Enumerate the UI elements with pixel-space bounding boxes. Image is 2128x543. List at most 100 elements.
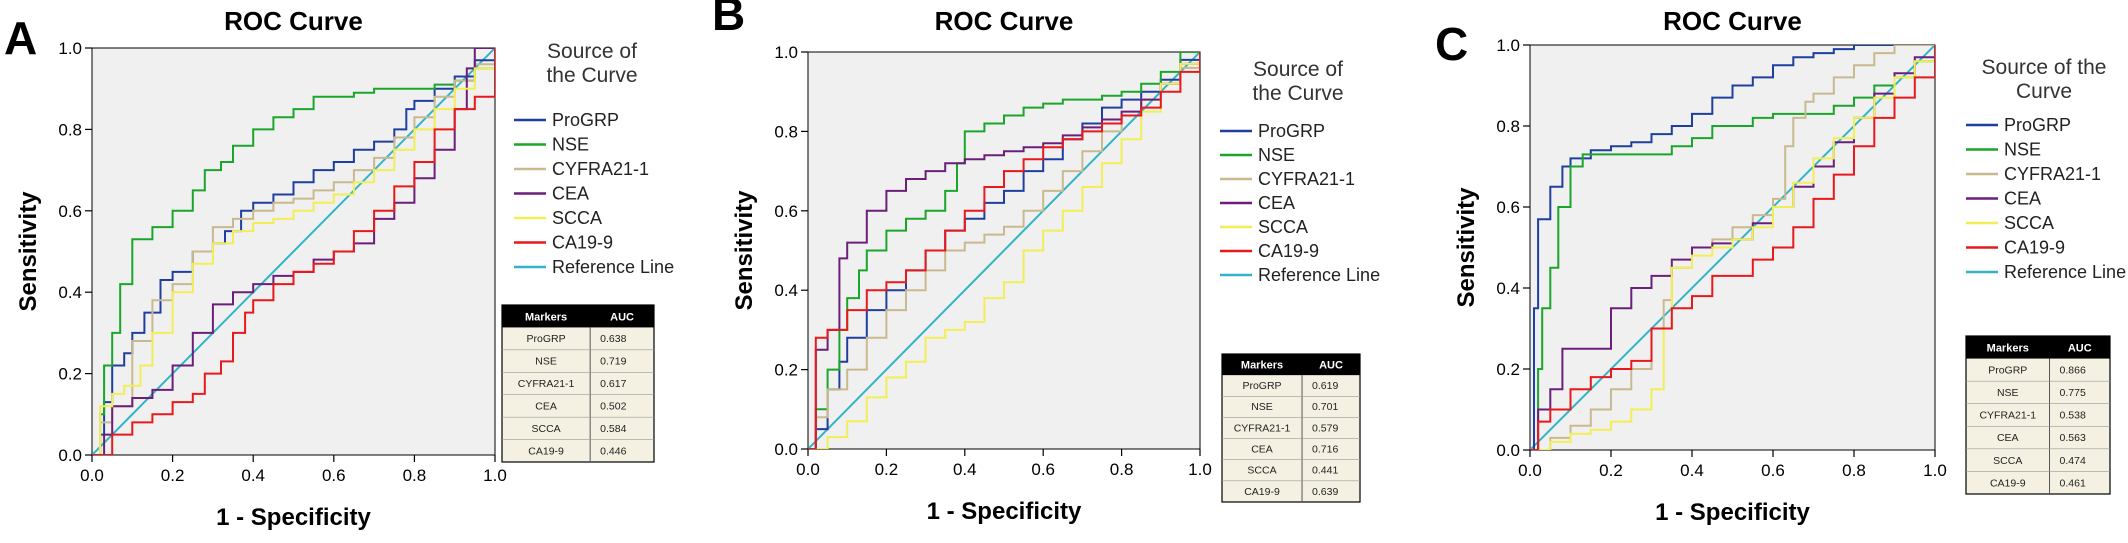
x-axis-label: 1 - Specificity <box>927 498 1082 525</box>
legend-label: ProGRP <box>1258 121 1325 141</box>
auc-table: Markers AUC ProGRP 0.638 NSE 0.719 CYFRA21-1 0.… <box>501 304 655 463</box>
y-axis-label: Sensitivity <box>15 191 42 312</box>
auc-table-header <box>1966 336 2110 359</box>
y-tick-label: 0.0 <box>1496 441 1520 460</box>
y-tick-label: 0.8 <box>1496 117 1520 136</box>
legend-label: CA19-9 <box>2004 238 2065 258</box>
auc-marker-name: CEA <box>1251 444 1273 456</box>
chart-title: ROC Curve <box>1663 6 1802 36</box>
legend-title: Source of <box>547 40 637 63</box>
roc-curve-progrp <box>92 48 495 455</box>
auc-table-frame <box>1965 335 2111 495</box>
y-tick-label: 0.2 <box>774 361 798 380</box>
y-tick-label: 0.4 <box>774 281 798 300</box>
legend-label: SCCA <box>2004 213 2054 233</box>
legend-label: CYFRA21-1 <box>2004 164 2101 184</box>
auc-marker-name: ProGRP <box>527 333 566 345</box>
panel-letter: B <box>712 0 745 40</box>
roc-panel-a: A ROC Curve 0.0 0.2 0.4 0.6 0.8 1.0 0.0 0.2 0.4 0.6… <box>4 6 674 531</box>
auc-header-markers: Markers <box>1987 342 2029 354</box>
y-tick-label: 0.4 <box>58 283 82 302</box>
auc-table-header <box>1222 354 1360 376</box>
auc-value: 0.474 <box>2060 455 2086 467</box>
legend-label: SCCA <box>1258 217 1308 237</box>
legend-title: the Curve <box>546 64 637 87</box>
legend-label: Reference Line <box>552 257 674 277</box>
auc-value: 0.538 <box>2060 410 2086 422</box>
chart-title: ROC Curve <box>224 6 363 36</box>
y-tick-label: 0.6 <box>1496 198 1520 217</box>
y-axis-label: Sensitivity <box>1453 187 1480 308</box>
auc-value: 0.638 <box>600 333 626 345</box>
y-tick-label: 0.8 <box>774 122 798 141</box>
legend-label: CA19-9 <box>1258 241 1319 261</box>
x-tick-label: 1.0 <box>1923 461 1947 480</box>
auc-value: 0.716 <box>1312 444 1338 456</box>
x-tick-label: 0.6 <box>1031 460 1055 479</box>
legend-label: CA19-9 <box>552 233 613 253</box>
auc-marker-name: CEA <box>535 401 557 413</box>
auc-marker-name: NSE <box>1251 401 1273 413</box>
y-tick-label: 0.2 <box>58 365 82 384</box>
legend-title: Curve <box>2016 80 2072 103</box>
auc-value: 0.461 <box>2060 477 2086 489</box>
panel-letter: C <box>1435 18 1468 70</box>
x-tick-label: 1.0 <box>483 466 507 485</box>
auc-marker-name: ProGRP <box>1242 380 1281 392</box>
auc-marker-name: SCCA <box>1247 465 1276 477</box>
auc-value: 0.502 <box>600 401 626 413</box>
legend-label: CYFRA21-1 <box>552 159 649 179</box>
auc-value: 0.639 <box>1312 486 1338 498</box>
roc-curve-progrp <box>1530 45 1935 450</box>
auc-value: 0.446 <box>600 445 626 457</box>
x-axis-label: 1 - Specificity <box>216 504 371 531</box>
x-tick-label: 0.6 <box>322 466 346 485</box>
x-tick-label: 0.6 <box>1761 461 1785 480</box>
x-tick-label: 0.4 <box>1680 461 1704 480</box>
legend-label: CEA <box>2004 189 2041 209</box>
legend-label: NSE <box>1258 145 1295 165</box>
auc-marker-name: NSE <box>535 356 557 368</box>
roc-curve-ca19-9 <box>92 48 495 455</box>
legend-label: NSE <box>2004 140 2041 160</box>
legend-label: CYFRA21-1 <box>1258 169 1355 189</box>
auc-marker-name: CYFRA21-1 <box>518 378 575 390</box>
x-tick-label: 1.0 <box>1188 460 1212 479</box>
x-tick-label: 0.2 <box>875 460 899 479</box>
auc-marker-name: ProGRP <box>1988 364 2027 376</box>
auc-marker-name: NSE <box>1997 387 2019 399</box>
legend-label: SCCA <box>552 208 602 228</box>
x-tick-label: 0.0 <box>80 466 104 485</box>
auc-marker-name: CA19-9 <box>1244 486 1280 498</box>
legend-label: NSE <box>552 135 589 155</box>
legend-label: ProGRP <box>552 110 619 130</box>
y-tick-label: 0.4 <box>1496 279 1520 298</box>
x-tick-label: 0.0 <box>1518 461 1542 480</box>
auc-header-auc: AUC <box>1319 359 1343 371</box>
x-tick-label: 0.8 <box>1842 461 1866 480</box>
y-tick-label: 0.8 <box>58 120 82 139</box>
reference-line <box>808 52 1200 449</box>
auc-value: 0.579 <box>1312 422 1338 434</box>
auc-marker-name: CYFRA21-1 <box>1234 422 1291 434</box>
auc-table: Markers AUC ProGRP 0.866 NSE 0.775 CYFRA21-1 0.… <box>1965 335 2111 495</box>
auc-header-markers: Markers <box>525 311 567 323</box>
auc-marker-name: CYFRA21-1 <box>1979 410 2036 422</box>
x-axis-label: 1 - Specificity <box>1655 499 1810 526</box>
roc-curve-ca19-9 <box>1530 45 1935 450</box>
x-tick-label: 0.8 <box>1110 460 1134 479</box>
panel-letter: A <box>4 12 37 64</box>
auc-value: 0.619 <box>1312 380 1338 392</box>
auc-value: 0.866 <box>2060 364 2086 376</box>
auc-marker-name: SCCA <box>1993 455 2022 467</box>
y-tick-label: 0.0 <box>774 440 798 459</box>
auc-value: 0.775 <box>2060 387 2086 399</box>
auc-marker-name: CEA <box>1997 432 2019 444</box>
legend-label: CEA <box>1258 193 1295 213</box>
legend-label: Reference Line <box>1258 265 1380 285</box>
x-tick-label: 0.2 <box>161 466 185 485</box>
auc-value: 0.617 <box>600 378 626 390</box>
roc-curve-scca <box>808 52 1200 449</box>
y-tick-label: 1.0 <box>58 39 82 58</box>
